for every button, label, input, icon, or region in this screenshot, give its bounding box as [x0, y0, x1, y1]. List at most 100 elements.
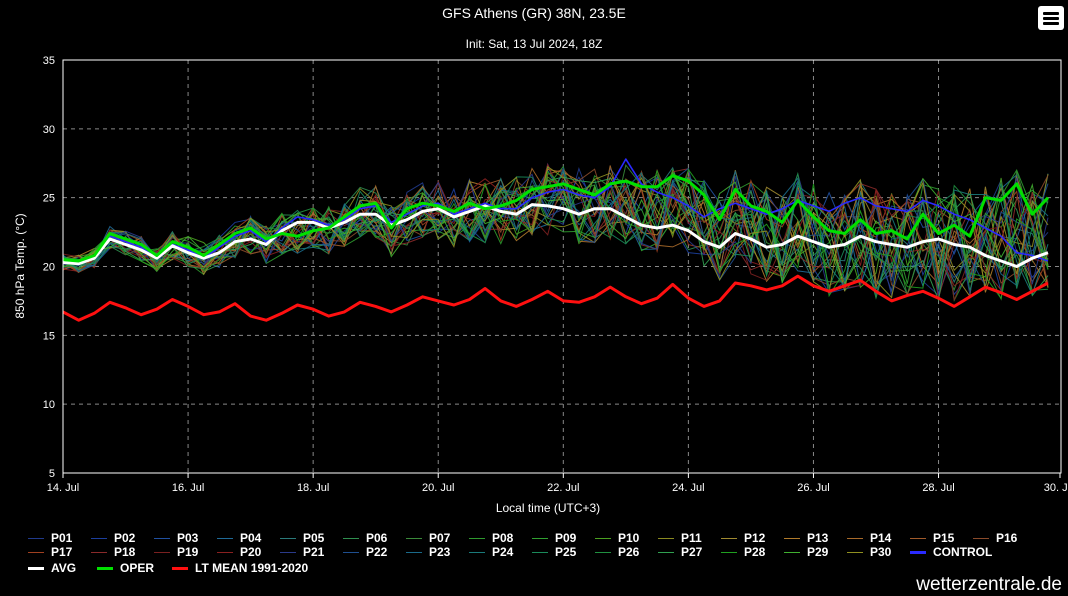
legend-label: P04	[240, 531, 262, 545]
y-tick-label: 5	[49, 468, 55, 480]
legend-label: P28	[744, 545, 766, 559]
y-tick-label: 25	[43, 193, 55, 205]
legend-swatch	[154, 538, 170, 540]
ensemble-member-line	[62, 172, 1049, 298]
legend-swatch	[595, 552, 611, 554]
legend-swatch	[154, 552, 170, 554]
chart-title: GFS Athens (GR) 38N, 23.5E	[442, 5, 626, 21]
x-axis-ticks: 14. Jul 16. Jul 18. Jul 20. Jul 22. Jul 24. J…	[47, 473, 1068, 494]
x-tick-label: 26. Jul	[797, 482, 829, 494]
legend-item-p16[interactable]: P16	[973, 530, 1017, 546]
legend-item-p20[interactable]: P20	[217, 544, 261, 560]
x-axis-label: Local time (UTC+3)	[496, 501, 600, 515]
x-tick-label: 16. Jul	[172, 482, 204, 494]
legend-item-p22[interactable]: P22	[343, 544, 387, 560]
legend-item-p07[interactable]: P07	[406, 530, 450, 546]
legend-swatch	[784, 552, 800, 554]
legend-swatch	[217, 552, 233, 554]
x-tick-label: 22. Jul	[547, 482, 579, 494]
legend-item-p14[interactable]: P14	[847, 530, 891, 546]
legend-item-p30[interactable]: P30	[847, 544, 891, 560]
legend-item-p18[interactable]: P18	[91, 544, 135, 560]
legend-label: P19	[177, 545, 199, 559]
legend-item-p13[interactable]: P13	[784, 530, 828, 546]
legend-swatch	[91, 552, 107, 554]
legend-label: P18	[114, 545, 136, 559]
ensemble-member-line	[62, 162, 1049, 287]
legend-item-p01[interactable]: P01	[28, 530, 72, 546]
hamburger-menu-icon[interactable]	[1038, 6, 1064, 30]
legend-item-p12[interactable]: P12	[721, 530, 765, 546]
control-line	[62, 158, 1049, 264]
legend-swatch	[847, 538, 863, 540]
legend-label: P12	[744, 531, 766, 545]
legend-item-p19[interactable]: P19	[154, 544, 198, 560]
legend-item-p26[interactable]: P26	[595, 544, 639, 560]
legend-swatch	[91, 538, 107, 540]
legend-label: P27	[681, 545, 703, 559]
legend-item-p04[interactable]: P04	[217, 530, 261, 546]
y-tick-label: 15	[43, 330, 55, 342]
y-tick-label: 30	[43, 124, 55, 136]
legend-label: P02	[114, 531, 136, 545]
legend-swatch	[532, 552, 548, 554]
legend-swatch	[658, 538, 674, 540]
x-tick-label: 24. Jul	[672, 482, 704, 494]
legend-item-oper[interactable]: OPER	[97, 560, 154, 576]
legend-label: P05	[303, 531, 325, 545]
ensemble-member-line	[62, 176, 1049, 302]
chart-subtitle: Init: Sat, 13 Jul 2024, 18Z	[466, 37, 603, 51]
legend-item-p06[interactable]: P06	[343, 530, 387, 546]
legend-label: P13	[807, 531, 829, 545]
legend-label: P09	[555, 531, 577, 545]
legend-swatch	[721, 538, 737, 540]
x-tick-label: 18. Jul	[297, 482, 329, 494]
legend-swatch	[343, 552, 359, 554]
legend-label: P22	[366, 545, 388, 559]
legend-label: P11	[681, 531, 702, 545]
legend-item-p23[interactable]: P23	[406, 544, 450, 560]
legend-label: P29	[807, 545, 829, 559]
legend-item-p02[interactable]: P02	[91, 530, 135, 546]
legend-label: P24	[492, 545, 514, 559]
legend-item-p24[interactable]: P24	[469, 544, 513, 560]
legend-swatch	[280, 552, 296, 554]
legend-item-p17[interactable]: P17	[28, 544, 72, 560]
legend-swatch	[784, 538, 800, 540]
legend-label: CONTROL	[933, 545, 993, 559]
ensemble-member-line	[62, 170, 1049, 285]
x-tick-label: 20. Jul	[422, 482, 454, 494]
y-axis-ticks: 5 10 15 20 25 30 35	[43, 55, 55, 480]
main-series-lines	[62, 158, 1050, 322]
legend-item-control[interactable]: CONTROL	[910, 544, 992, 560]
legend-label: P14	[870, 531, 892, 545]
legend-item-p21[interactable]: P21	[280, 544, 324, 560]
legend-item-p29[interactable]: P29	[784, 544, 828, 560]
y-tick-label: 20	[43, 262, 55, 274]
legend-item-p03[interactable]: P03	[154, 530, 198, 546]
plot-frame	[62, 59, 1062, 474]
legend-item-p05[interactable]: P05	[280, 530, 324, 546]
legend-swatch	[973, 538, 989, 540]
legend-label: P20	[240, 545, 262, 559]
legend-swatch	[532, 538, 548, 540]
legend-swatch	[343, 538, 359, 540]
legend-label: P21	[303, 545, 325, 559]
legend-swatch	[910, 538, 926, 540]
legend-item-p15[interactable]: P15	[910, 530, 954, 546]
legend-item-lt-mean[interactable]: LT MEAN 1991-2020	[172, 560, 308, 576]
legend-item-p27[interactable]: P27	[658, 544, 702, 560]
legend-label: OPER	[120, 561, 155, 575]
legend-label: AVG	[51, 561, 77, 575]
legend-item-p11[interactable]: P11	[658, 530, 702, 546]
legend-label: P30	[870, 545, 892, 559]
legend-item-p10[interactable]: P10	[595, 530, 639, 546]
legend-item-p09[interactable]: P09	[532, 530, 576, 546]
legend-item-p28[interactable]: P28	[721, 544, 765, 560]
legend-item-avg[interactable]: AVG	[28, 560, 76, 576]
legend-label: P23	[429, 545, 451, 559]
legend-swatch	[469, 538, 485, 540]
legend-item-p08[interactable]: P08	[469, 530, 513, 546]
x-tick-label: 28. Jul	[922, 482, 954, 494]
legend-item-p25[interactable]: P25	[532, 544, 576, 560]
